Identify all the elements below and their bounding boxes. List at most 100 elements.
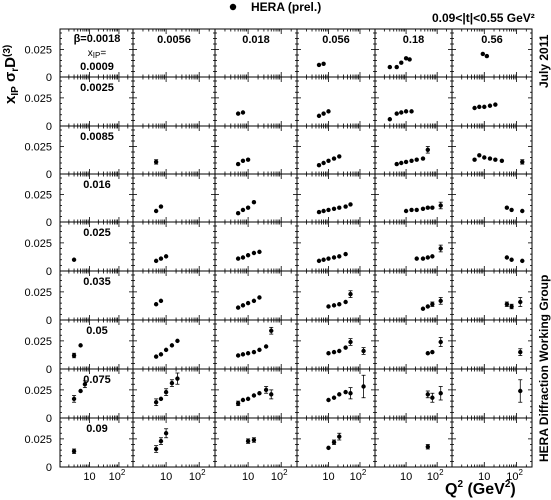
data-point-r4-c2-3 (251, 250, 257, 256)
panel-frame-r3-c3 (296, 173, 376, 223)
data-point-r6-c3-2 (337, 348, 342, 354)
panel-frame-r4-c3 (296, 221, 376, 272)
data-point-r0-c4-0 (387, 64, 393, 70)
data-point-r3-c2-0 (235, 211, 241, 216)
data-point-r4-c2-4 (257, 249, 262, 255)
beta-label-c1: 0.0056 (157, 34, 191, 46)
data-point-r7-c3-4 (348, 391, 353, 396)
data-point-r3-c4-6 (438, 203, 443, 208)
panel-frame-r8-c1 (132, 417, 216, 468)
data-point-r2-c4-2 (403, 159, 409, 165)
data-point-r8-c3-0 (326, 445, 331, 451)
data-point-r0-c3-1 (321, 61, 326, 66)
panel-frame-r3-c2 (214, 173, 298, 223)
panel-frame-r8-c2 (214, 417, 298, 468)
data-point-r7-c2-0 (235, 401, 241, 406)
data-point-r4-c1-1 (158, 256, 164, 261)
panel-frame-r2-c3 (296, 125, 376, 175)
data-point-r6-c3-0 (326, 351, 331, 356)
data-point-r2-c2-2 (245, 157, 251, 162)
data-point-r2-c4-6 (425, 147, 431, 152)
data-point-r4-c3-3 (331, 255, 337, 260)
xip-label-r3: 0.016 (83, 179, 111, 191)
panel-frame-r4-c5 (451, 221, 533, 272)
xip-label-r1: 0.0025 (80, 82, 114, 94)
data-point-r2-c5-3 (487, 156, 493, 161)
data-point-r3-c4-2 (414, 207, 419, 213)
data-point-r7-c0-2 (82, 382, 88, 387)
y-tick-label-r7: 0.025 (24, 385, 52, 397)
data-point-r3-c2-1 (240, 207, 246, 213)
y-tick-label-zero-r7: 0 (46, 413, 52, 425)
data-point-r1-c4-2 (399, 110, 404, 115)
data-point-r6-c1-0 (153, 354, 159, 359)
data-point-r2-c5-0 (472, 157, 477, 162)
data-point-r4-c4-2 (425, 255, 431, 260)
panel-frame-r8-c4 (374, 417, 453, 468)
data-point-r4-c5-0 (504, 255, 510, 260)
data-point-r2-c5-2 (482, 155, 487, 160)
data-point-r4-c3-5 (343, 251, 348, 257)
data-point-r4-c1-0 (153, 258, 159, 264)
y-tick-label-zero-r8: 0 (46, 462, 52, 474)
data-point-r8-c1-1 (158, 438, 164, 444)
panel-frame-r4-c2 (214, 221, 298, 272)
data-point-r5-c1-1 (158, 298, 164, 304)
data-point-r7-c3-3 (343, 389, 348, 395)
data-point-r5-c4-2 (430, 302, 435, 307)
data-point-r7-c2-6 (269, 392, 274, 397)
panel-frame-r2-c2 (214, 125, 298, 175)
data-point-r2-c4-5 (420, 156, 426, 161)
data-point-r1-c5-0 (472, 105, 477, 111)
data-point-r2-c4-0 (394, 161, 399, 167)
panel-frame-r1-c2 (214, 76, 298, 127)
date-label: July 2011 (537, 34, 551, 88)
data-point-r1-c3-1 (321, 111, 326, 116)
x-tick-label-100-c1: 102 (189, 468, 206, 483)
panel-frame-r7-c1 (132, 368, 216, 419)
data-point-r5-c5-2 (518, 299, 523, 305)
data-point-r6-c4-0 (425, 351, 431, 356)
panel-frame-r5-c1 (132, 270, 216, 321)
data-point-r3-c3-1 (321, 208, 326, 214)
data-point-r1-c3-0 (316, 113, 322, 119)
data-point-r4-c4-1 (420, 256, 426, 261)
data-point-r3-c3-2 (326, 207, 331, 213)
data-point-r3-c3-3 (331, 206, 337, 211)
xip-label-r6: 0.05 (86, 325, 107, 337)
x-tick-label-100-c0: 102 (109, 468, 126, 483)
data-point-r5-c2-3 (251, 298, 257, 304)
beta-label-c3: 0.056 (322, 34, 350, 46)
data-point-r6-c3-1 (331, 349, 337, 355)
beta-label-c4: 0.18 (403, 34, 424, 46)
data-point-r1-c4-3 (403, 109, 409, 114)
data-point-r7-c1-0 (153, 400, 159, 405)
t-range-label: 0.09<|t|<0.55 GeV² (432, 11, 535, 25)
data-point-r7-c5-0 (518, 388, 523, 394)
data-point-r7-c1-1 (158, 396, 164, 402)
data-point-r6-c2-1 (240, 352, 246, 357)
data-point-r5-c3-4 (348, 291, 353, 297)
data-point-r7-c1-3 (169, 380, 175, 386)
y-tick-label-zero-r0: 0 (46, 72, 52, 84)
group-label: HERA Diffraction Working Group (537, 275, 551, 462)
beta-label-c5: 0.56 (481, 34, 502, 46)
x-tick-label-10-c2: 10 (242, 471, 254, 483)
panel-frame-r1-c1 (132, 76, 216, 127)
x-tick-label-100-c3: 102 (350, 468, 367, 483)
data-point-r4-c1-2 (163, 254, 169, 259)
y-axis-label: xIP σrD(3) (2, 45, 21, 104)
xip-header-label: xIP= (88, 48, 107, 60)
panel-frame-r6-c3 (296, 319, 376, 370)
y-tick-label-zero-r5: 0 (46, 315, 52, 327)
xip-label-r2: 0.0085 (80, 131, 114, 143)
data-point-r1-c3-2 (326, 109, 331, 114)
data-point-r6-c2-3 (251, 349, 257, 355)
data-point-r2-c4-1 (399, 160, 404, 166)
data-point-r1-c4-4 (409, 109, 414, 114)
data-point-r2-c5-1 (477, 153, 482, 158)
legend-marker (229, 3, 237, 11)
data-point-r6-c1-4 (175, 338, 180, 344)
data-point-r2-c3-1 (321, 160, 326, 166)
